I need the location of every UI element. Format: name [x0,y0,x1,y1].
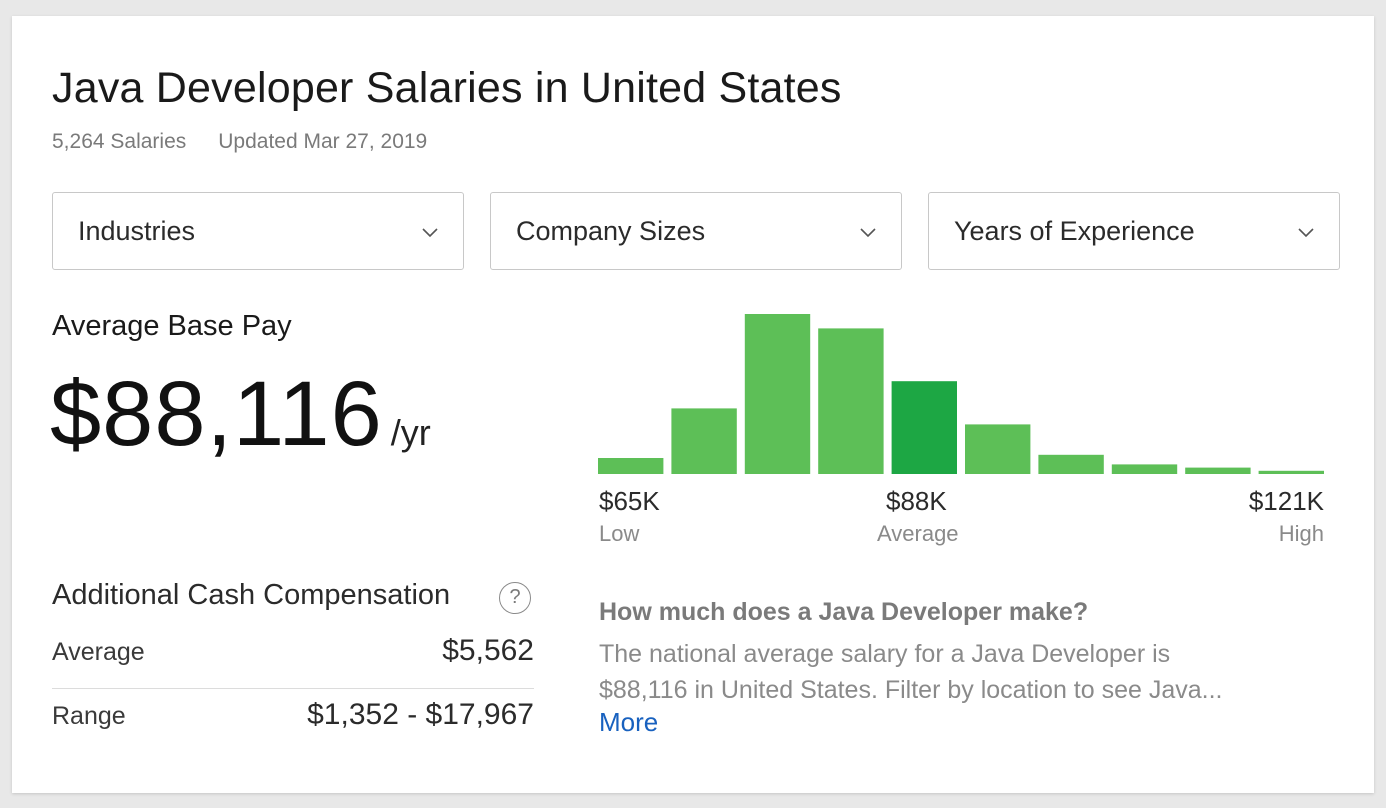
base-pay-amount: $88,116 [50,363,383,465]
company-sizes-dropdown[interactable]: Company Sizes [490,192,902,270]
question-circle-icon[interactable]: ? [499,582,531,614]
salaries-count: 5,264 Salaries [52,130,187,153]
salary-histogram [598,314,1324,474]
high-salary-value: $121K [1248,486,1324,516]
histogram-bar [744,314,811,474]
salary-card: Java Developer Salaries in United States… [12,16,1374,793]
low-salary-label: Low [599,521,640,546]
chevron-down-icon [860,228,876,238]
average-base-pay-label: Average Base Pay [52,310,292,342]
years-of-experience-dropdown-label: Years of Experience [954,216,1195,246]
row-label: Average [52,638,145,666]
faq-answer-line: $88,116 in United States. Filter by loca… [599,676,1223,704]
additional-cash-average-row: Average $5,562 [52,626,534,689]
faq-question: How much does a Java Developer make? [599,598,1089,626]
faq-answer: The national average salary for a Java D… [599,636,1319,708]
histogram-bar [671,408,737,474]
company-sizes-dropdown-label: Company Sizes [516,216,706,246]
row-value: $5,562 [442,634,534,667]
industries-dropdown-label: Industries [78,216,196,246]
histogram-bar [1258,470,1324,474]
updated-date: Updated Mar 27, 2019 [218,130,428,153]
histogram-bar-average [891,381,957,474]
high-salary-label: High [1278,521,1324,546]
faq-answer-line: The national average salary for a Java D… [599,640,1171,668]
chevron-down-icon [1298,228,1314,238]
row-label: Range [52,702,126,730]
industries-dropdown[interactable]: Industries [52,192,464,270]
salary-meta: 5,264 Salaries Updated Mar 27, 2019 [52,130,427,154]
histogram-bar [1038,454,1104,474]
salary-distribution-chart [598,302,1324,474]
average-salary-value: $88K [886,486,947,516]
additional-cash-range-row: Range $1,352 - $17,967 [52,690,534,752]
chevron-down-icon [422,228,438,238]
average-salary-label: Average [877,521,959,546]
base-pay-unit: /yr [390,412,431,453]
additional-cash-title: Additional Cash Compensation [52,579,451,611]
low-salary-value: $65K [599,486,660,516]
histogram-bar [598,458,664,474]
average-base-pay-value: $88,116/yr [50,362,431,467]
years-of-experience-dropdown[interactable]: Years of Experience [928,192,1340,270]
more-link[interactable]: More [599,707,659,737]
histogram-bar [818,328,884,474]
histogram-bar [1185,467,1251,474]
histogram-bar [965,424,1031,474]
page-title: Java Developer Salaries in United States [52,64,842,112]
histogram-bar [1111,464,1178,474]
row-value: $1,352 - $17,967 [307,698,534,731]
